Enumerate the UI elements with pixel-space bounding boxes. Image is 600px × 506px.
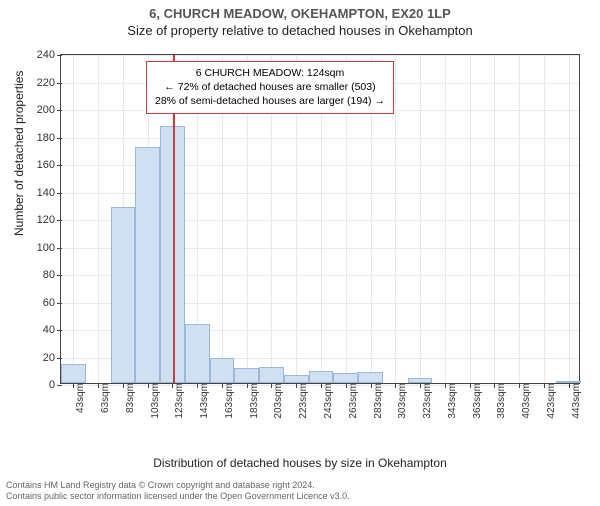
- y-tick-label: 0: [49, 379, 61, 391]
- histogram-bar: [135, 147, 160, 384]
- y-tick-label: 180: [37, 132, 61, 144]
- y-tick-label: 220: [37, 77, 61, 89]
- y-tick-label: 140: [37, 187, 61, 199]
- x-tick-label: 223sqm: [296, 383, 309, 419]
- gridline-v: [98, 55, 99, 383]
- x-axis-label: Distribution of detached houses by size …: [0, 456, 600, 470]
- gridline-h: [61, 138, 579, 139]
- gridline-v: [395, 55, 396, 383]
- y-tick-label: 80: [43, 269, 61, 281]
- x-tick-label: 183sqm: [247, 383, 260, 419]
- x-tick-label: 123sqm: [172, 383, 185, 419]
- y-tick-label: 160: [37, 159, 61, 171]
- x-tick-label: 343sqm: [445, 383, 458, 419]
- attribution-footer: Contains HM Land Registry data © Crown c…: [6, 480, 350, 503]
- x-tick-label: 323sqm: [420, 383, 433, 419]
- y-tick-label: 200: [37, 104, 61, 116]
- footer-line1: Contains HM Land Registry data © Crown c…: [6, 480, 350, 491]
- x-tick-label: 43sqm: [73, 383, 86, 413]
- x-tick-label: 103sqm: [148, 383, 161, 419]
- y-tick-label: 40: [43, 324, 61, 336]
- x-tick-label: 243sqm: [321, 383, 334, 419]
- histogram-bar: [408, 378, 433, 384]
- annotation-line3: 28% of semi-detached houses are larger (…: [155, 94, 385, 108]
- annotation-box: 6 CHURCH MEADOW: 124sqm ← 72% of detache…: [146, 61, 394, 114]
- histogram-bar: [309, 371, 334, 383]
- plot-area: 02040608010012014016018020022024043sqm63…: [60, 54, 580, 384]
- x-tick-label: 303sqm: [395, 383, 408, 419]
- x-tick-label: 443sqm: [569, 383, 582, 419]
- histogram-bar: [556, 381, 581, 383]
- x-tick-label: 203sqm: [271, 383, 284, 419]
- y-tick-label: 20: [43, 352, 61, 364]
- x-tick-label: 403sqm: [519, 383, 532, 419]
- x-tick-label: 423sqm: [544, 383, 557, 419]
- gridline-v: [569, 55, 570, 383]
- gridline-v: [420, 55, 421, 383]
- gridline-v: [494, 55, 495, 383]
- x-tick-label: 263sqm: [346, 383, 359, 419]
- x-tick-label: 63sqm: [98, 383, 111, 413]
- x-tick-label: 143sqm: [197, 383, 210, 419]
- x-tick-label: 283sqm: [371, 383, 384, 419]
- histogram-bar: [61, 364, 86, 383]
- gridline-v: [73, 55, 74, 383]
- x-tick-label: 383sqm: [494, 383, 507, 419]
- x-tick-label: 363sqm: [470, 383, 483, 419]
- chart: 02040608010012014016018020022024043sqm63…: [60, 54, 580, 424]
- x-tick-label: 163sqm: [222, 383, 235, 419]
- gridline-v: [445, 55, 446, 383]
- y-axis-label: Number of detached properties: [12, 71, 26, 236]
- histogram-bar: [111, 207, 136, 383]
- histogram-bar: [284, 375, 309, 383]
- histogram-bar: [185, 324, 210, 383]
- y-tick-label: 240: [37, 49, 61, 61]
- histogram-bar: [333, 373, 358, 383]
- y-tick-label: 60: [43, 297, 61, 309]
- x-tick-label: 83sqm: [123, 383, 136, 413]
- gridline-v: [544, 55, 545, 383]
- gridline-v: [519, 55, 520, 383]
- footer-line2: Contains public sector information licen…: [6, 491, 350, 502]
- page-subtitle: Size of property relative to detached ho…: [0, 23, 600, 38]
- y-tick-label: 120: [37, 214, 61, 226]
- page-address: 6, CHURCH MEADOW, OKEHAMPTON, EX20 1LP: [0, 6, 600, 21]
- annotation-line2: ← 72% of detached houses are smaller (50…: [155, 80, 385, 94]
- y-tick-label: 100: [37, 242, 61, 254]
- gridline-h: [61, 55, 579, 56]
- histogram-bar: [259, 367, 284, 384]
- histogram-bar: [234, 368, 259, 383]
- histogram-bar: [210, 358, 235, 383]
- annotation-line1: 6 CHURCH MEADOW: 124sqm: [155, 66, 385, 80]
- gridline-v: [470, 55, 471, 383]
- histogram-bar: [358, 372, 383, 383]
